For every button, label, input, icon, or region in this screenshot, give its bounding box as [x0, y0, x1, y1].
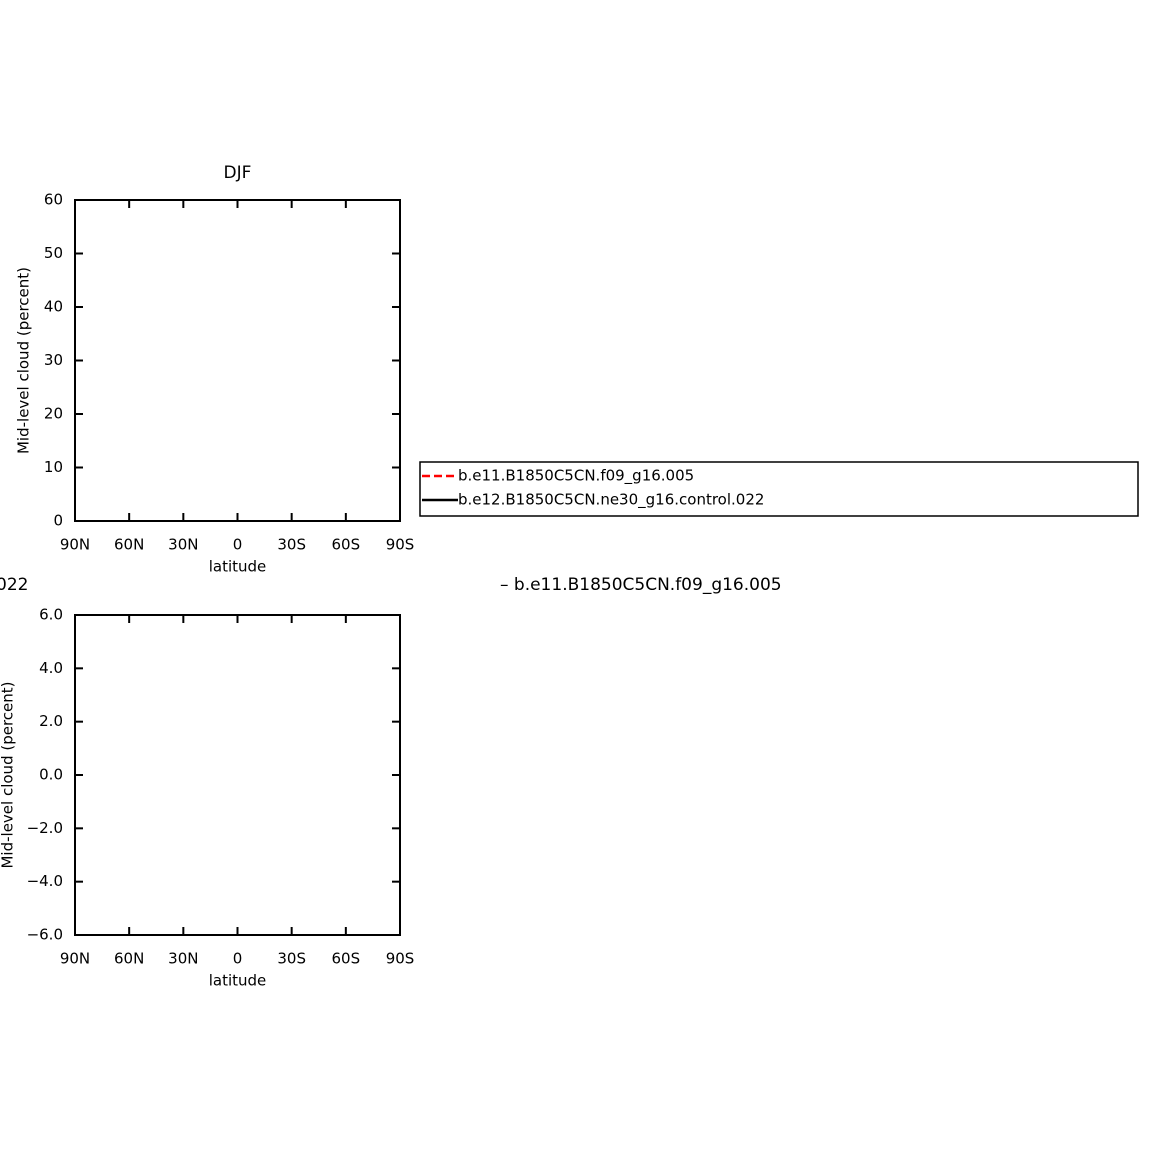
x-tick-label: 60S: [332, 536, 361, 554]
y-tick-label: 40: [44, 298, 63, 316]
x-tick-label: 30N: [168, 536, 198, 554]
plot-frame: [74, 199, 401, 522]
y-axis-label: Mid-level cloud (percent): [0, 681, 17, 868]
x-tick-label: 30S: [277, 950, 306, 968]
y-tick-label: −2.0: [27, 819, 63, 837]
x-tick-label: 30S: [277, 536, 306, 554]
y-tick-label: 50: [44, 244, 63, 262]
y-tick-label: 20: [44, 405, 63, 423]
y-tick-label: 30: [44, 351, 63, 369]
legend-label: b.e11.B1850C5CN.f09_g16.005: [458, 467, 694, 486]
x-tick-label: 90N: [60, 536, 90, 554]
plot-frame: [74, 614, 401, 936]
chart-title-right: – b.e11.B1850C5CN.f09_g16.005: [500, 575, 782, 595]
chart-title: DJF: [224, 163, 252, 183]
x-tick-label: 60S: [332, 950, 361, 968]
y-tick-label: −4.0: [27, 872, 63, 890]
x-axis-label: latitude: [209, 972, 267, 990]
x-axis-label: latitude: [209, 558, 267, 576]
x-tick-label: 0: [233, 536, 243, 554]
y-tick-label: 6.0: [39, 606, 63, 624]
y-tick-label: 4.0: [39, 659, 63, 677]
x-tick-label: 90N: [60, 950, 90, 968]
legend-label: b.e12.B1850C5CN.ne30_g16.control.022: [458, 491, 764, 510]
x-tick-label: 30N: [168, 950, 198, 968]
y-tick-label: −6.0: [27, 926, 63, 944]
chart-title-left: 022: [0, 575, 28, 595]
legend-box: [419, 461, 1139, 517]
y-axis-label: Mid-level cloud (percent): [15, 267, 33, 454]
x-tick-label: 90S: [386, 536, 415, 554]
x-tick-label: 0: [233, 950, 243, 968]
x-tick-label: 90S: [386, 950, 415, 968]
y-tick-label: 0.0: [39, 766, 63, 784]
y-tick-label: 2.0: [39, 712, 63, 730]
y-tick-label: 0: [53, 512, 63, 530]
x-tick-label: 60N: [114, 950, 144, 968]
y-tick-label: 60: [44, 191, 63, 209]
x-tick-label: 60N: [114, 536, 144, 554]
y-tick-label: 10: [44, 458, 63, 476]
